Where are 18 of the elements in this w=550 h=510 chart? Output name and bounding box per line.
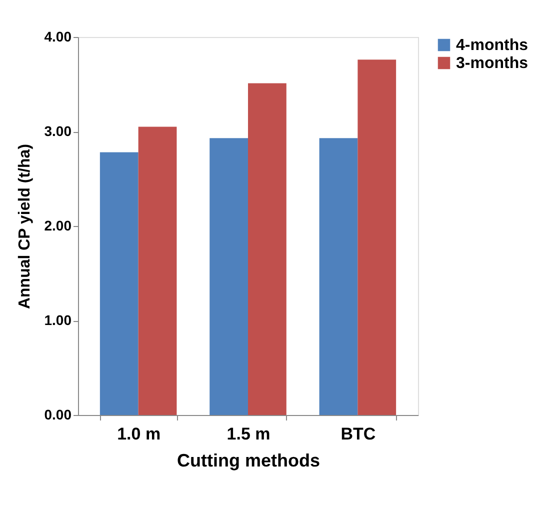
y-tick-label: 3.00 (44, 123, 72, 139)
bar (138, 126, 177, 415)
y-tick-label: 0.00 (44, 406, 72, 422)
bar (319, 138, 358, 415)
legend-label: 4-months (456, 37, 528, 54)
x-tick-label: 1.0 m (117, 424, 161, 444)
y-tick-label: 1.00 (44, 312, 72, 328)
y-tick-label: 2.00 (44, 218, 72, 234)
x-axis-title: Cutting methods (177, 450, 320, 470)
bar (248, 83, 286, 415)
x-tick-label: BTC (340, 424, 376, 444)
bar (100, 152, 138, 415)
legend-label: 3-months (456, 55, 528, 72)
x-tick-label: 1.5 m (226, 424, 270, 444)
y-tick-label: 4.00 (44, 28, 72, 44)
bar (210, 138, 248, 415)
bar (358, 60, 396, 415)
y-axis-title: Annual CP yield (t/ha) (16, 144, 34, 310)
